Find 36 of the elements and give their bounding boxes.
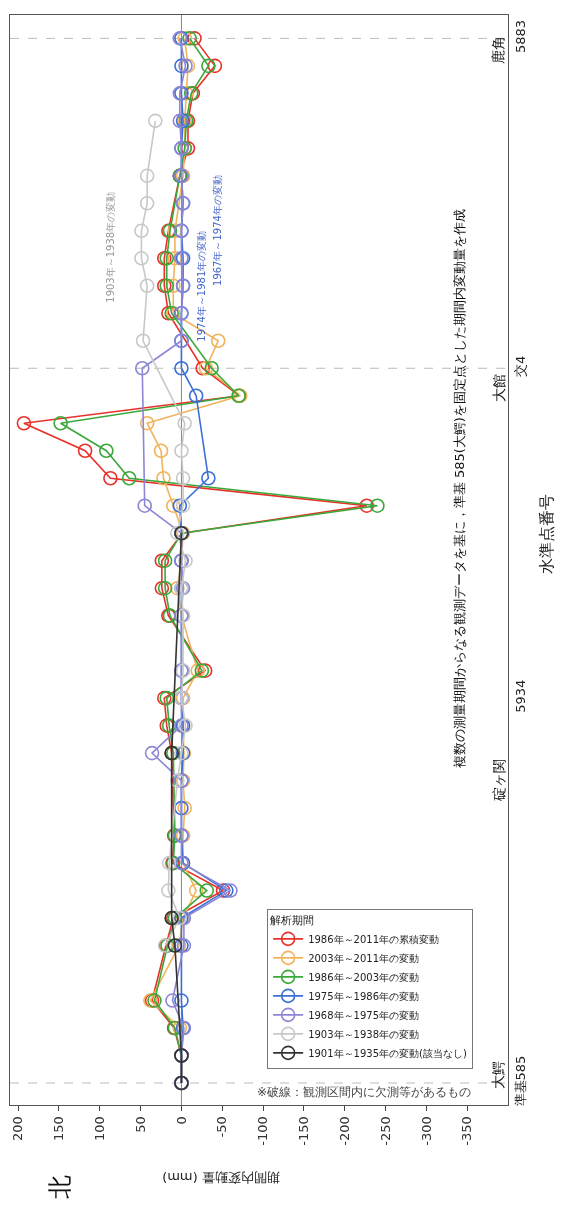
x-tick-label: 150 (51, 1116, 67, 1142)
legend-label: 1986年～2003年の変動 (308, 971, 420, 983)
annotation: 1903年～1938年の変動 (105, 191, 117, 303)
y-tick-label: 5883 (512, 19, 528, 53)
annotation: 複数の測量期間からなる観測データを基に，準基 585(大鰐)を固定点とした期間内変動量を作成 (451, 209, 467, 769)
legend-label: 2003年～2011年の変動 (308, 952, 420, 964)
x-tick-label: -350 (459, 1116, 475, 1146)
y-axis-title: 水準点番号 (537, 493, 557, 574)
annotation: 1974年～1981年の変動 (196, 230, 208, 342)
text: 北 (46, 1174, 75, 1199)
x-tick-label: 50 (132, 1116, 148, 1133)
legend-label: 1975年～1986年の変動 (308, 990, 420, 1002)
legend-label: 1986年～2011年の累積変動 (308, 933, 440, 945)
annotation: 1967年～1974年の変動 (212, 175, 224, 286)
legend-title: 解析期間 (270, 914, 315, 928)
x-tick-label: -100 (255, 1116, 271, 1146)
legend-label: 1903年～1938年の変動 (308, 1028, 420, 1040)
x-axis-title: 期間内変動量 (mm) (162, 1169, 280, 1185)
y-tick-label: 5934 (512, 679, 528, 713)
y-tick-label: 交4 (512, 355, 528, 377)
x-tick-label: 0 (173, 1116, 189, 1125)
annotation: ※破線：観測区間内に欠測等があるもの (257, 1085, 472, 1099)
x-tick-label: -50 (214, 1116, 230, 1138)
annotation: 大館 (490, 373, 507, 402)
x-tick-label: -250 (377, 1116, 393, 1146)
x-tick-label: -300 (418, 1116, 434, 1146)
annotation: 鹿角 (489, 35, 506, 64)
annotation: 大鰐 (490, 1060, 507, 1089)
legend-label: 1901年～1935年の変動(該当なし) (308, 1047, 467, 1059)
x-tick-label: 200 (10, 1116, 26, 1142)
y-tick-label: 準基585 (512, 1055, 528, 1107)
legend-label: 1968年～1975年の変動 (308, 1009, 420, 1021)
x-tick-label: -200 (336, 1116, 352, 1146)
x-tick-label: -150 (296, 1116, 312, 1146)
x-tick-label: 100 (92, 1116, 108, 1142)
annotation: 碇ヶ関 (490, 758, 507, 802)
